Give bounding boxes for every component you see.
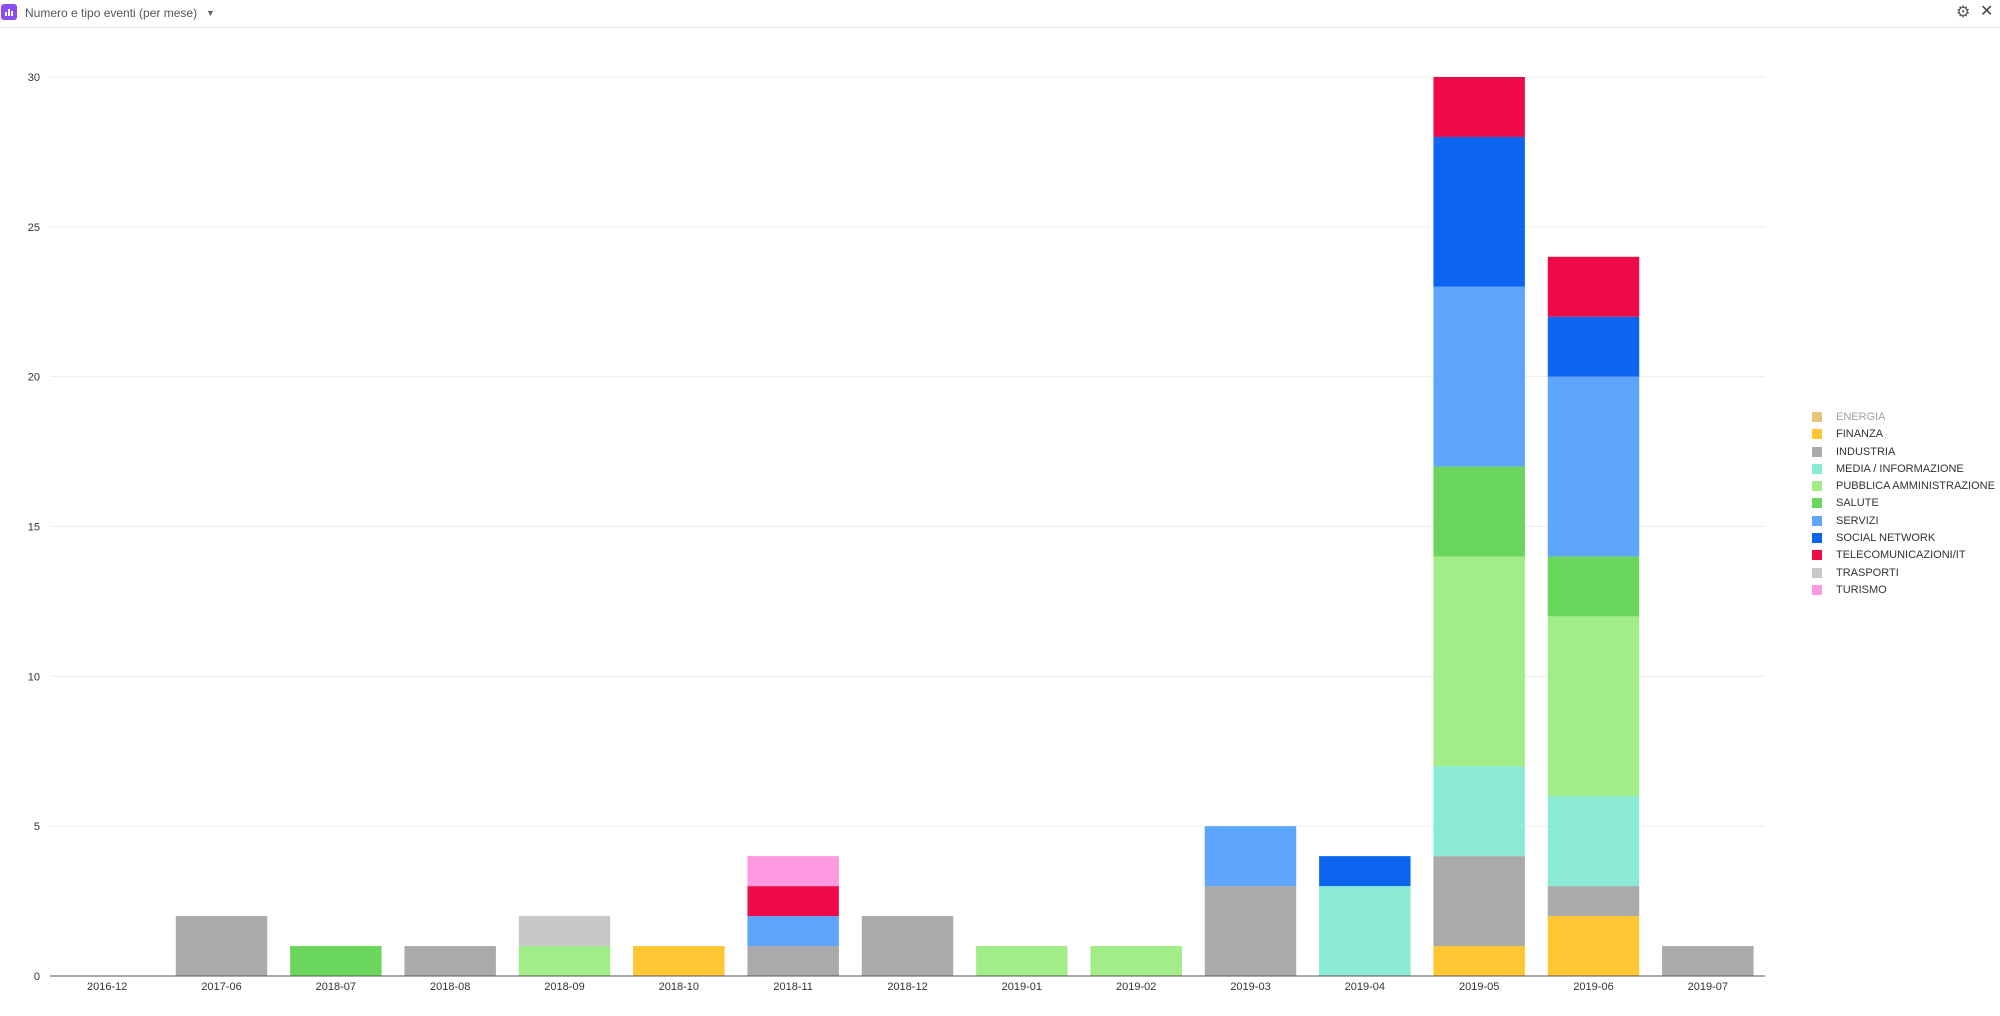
bar-segment[interactable] [747,886,839,917]
x-tick-label: 2019-07 [1688,981,1728,993]
close-icon[interactable]: ✕ [1980,3,1994,20]
bar-segment[interactable] [1547,916,1640,976]
x-tick-label: 2019-04 [1345,981,1385,993]
x-tick-label: 2018-10 [659,981,699,993]
bar-segment[interactable] [175,916,268,976]
bar-segment[interactable] [518,916,611,947]
x-tick-label: 2019-03 [1230,981,1270,993]
bar-segment[interactable] [1547,796,1640,887]
bar-segment[interactable] [1204,886,1297,976]
legend-label: MEDIA / INFORMAZIONE [1836,462,1964,475]
x-tick-label: 2019-02 [1116,981,1156,993]
stacked-bar-chart: 0 5 10 15 20 25 30 2016-12 2017-06 2018-07 2018-08… [28,72,1765,993]
bar-segment[interactable] [404,946,496,976]
legend-label: SOCIAL NETWORK [1836,532,1936,545]
bar-segment[interactable] [1433,856,1525,947]
legend-label: TRASPORTI [1836,566,1899,579]
y-tick-label: 15 [28,522,40,534]
x-tick-label: 2018-11 [773,981,813,993]
bar-segment[interactable] [1433,466,1525,557]
legend-swatch [1812,515,1822,526]
bar-segment[interactable] [1433,136,1525,287]
legend-swatch [1812,463,1822,474]
legend-swatch [1812,412,1822,422]
y-tick-label: 10 [28,671,40,683]
legend-swatch [1812,446,1822,457]
bar-segment[interactable] [1547,556,1640,617]
bar-chart-icon [1,4,17,20]
legend-label: FINANZA [1836,428,1884,441]
bar-segment[interactable] [1547,316,1640,377]
legend-swatch [1812,429,1822,440]
y-tick-label: 20 [28,372,40,384]
bar-segment[interactable] [518,946,611,976]
bar-segment[interactable] [1547,256,1640,317]
legend-label: PUBBLICA AMMINISTRAZIONE [1836,480,1995,493]
bar-segment[interactable] [633,946,725,976]
bar-segment[interactable] [747,856,839,887]
bar-segment[interactable] [1433,286,1525,467]
x-tick-label: 2019-05 [1459,981,1499,993]
bar-segment[interactable] [1204,826,1297,887]
y-tick-label: 30 [28,72,40,84]
legend-label: TURISMO [1836,583,1887,596]
y-tick-label: 25 [28,222,40,234]
bar-segment[interactable] [1547,886,1640,917]
bar-segment[interactable] [1433,556,1525,767]
legend-label: SALUTE [1836,497,1879,510]
x-tick-label: 2018-09 [544,981,584,993]
legend-swatch [1812,498,1822,509]
legend-swatch [1812,567,1822,578]
x-tick-label: 2019-06 [1573,981,1613,993]
bar-segment[interactable] [290,946,382,976]
legend-label: SERVIZI [1836,514,1879,527]
bar-segment[interactable] [1433,77,1525,137]
bar-segment[interactable] [1433,946,1525,976]
y-tick-label: 5 [34,821,40,833]
bar-segment[interactable] [1662,946,1754,976]
bar-segment[interactable] [976,946,1068,976]
x-tick-label: 2017-06 [201,981,241,993]
x-tick-label: 2018-08 [430,981,470,993]
chart-title-dropdown[interactable]: Numero e tipo eventi (per mese) [25,6,198,20]
bar-segment[interactable] [1433,766,1525,857]
bar-segment[interactable] [747,946,839,976]
bar-segment[interactable] [1090,946,1182,976]
bar-segment[interactable] [1319,886,1411,976]
y-tick-label: 0 [34,971,40,983]
legend-swatch [1812,533,1822,544]
bar-segment[interactable] [1319,856,1411,887]
legend-swatch [1812,550,1822,561]
bars [175,77,1754,976]
gear-icon[interactable]: ⚙ [1956,4,1971,21]
chart-header: Numero e tipo eventi (per mese) ▼ ⚙ ✕ [0,0,2000,28]
x-tick-label: 2019-01 [1002,981,1042,993]
axes: 0 5 10 15 20 25 30 2016-12 2017-06 2018-07 2018-08… [28,72,1765,993]
legend-label: INDUSTRIA [1836,445,1896,458]
x-tick-label: 2016-12 [87,981,127,993]
bar-segment[interactable] [1547,616,1640,797]
x-tick-label: 2018-07 [316,981,356,993]
bar-segment[interactable] [747,916,839,947]
bar-segment[interactable] [861,916,954,976]
x-tick-label: 2018-12 [887,981,927,993]
legend-swatch [1812,584,1822,595]
legend-label: TELECOMUNICAZIONI/IT [1836,549,1966,562]
legend-swatch [1812,481,1822,492]
chevron-down-icon[interactable]: ▼ [206,8,215,18]
legend-label: ENERGIA [1836,411,1886,423]
bar-segment[interactable] [1547,376,1640,557]
